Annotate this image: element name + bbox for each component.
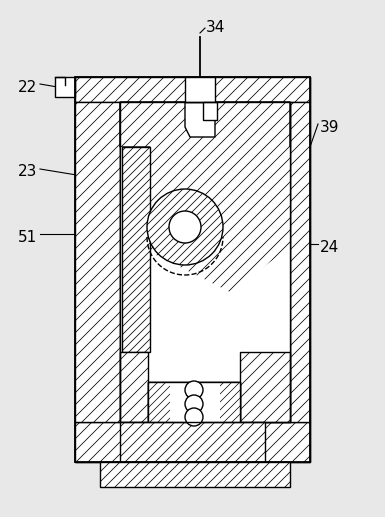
Polygon shape: [240, 352, 290, 422]
Text: 23: 23: [18, 164, 37, 179]
Polygon shape: [120, 382, 265, 462]
Circle shape: [185, 408, 203, 426]
Text: 25: 25: [185, 257, 204, 272]
Circle shape: [147, 189, 223, 265]
Bar: [75, 77, 310, 462]
Polygon shape: [120, 102, 290, 292]
Polygon shape: [75, 422, 310, 462]
Polygon shape: [122, 147, 150, 352]
Text: 22: 22: [18, 80, 37, 95]
Bar: [120, 102, 290, 422]
Polygon shape: [75, 77, 310, 102]
Circle shape: [169, 211, 201, 243]
Bar: [120, 102, 290, 422]
Text: 34: 34: [206, 20, 225, 35]
Polygon shape: [120, 352, 148, 422]
Text: 52: 52: [148, 257, 167, 272]
Polygon shape: [203, 102, 217, 120]
Text: 51: 51: [18, 230, 37, 245]
Bar: [55, 77, 75, 97]
Polygon shape: [290, 102, 310, 422]
Polygon shape: [148, 382, 170, 422]
Bar: [148, 382, 240, 422]
Text: 24: 24: [320, 239, 339, 254]
Text: 39: 39: [320, 119, 340, 134]
Bar: [75, 77, 310, 462]
Bar: [185, 77, 215, 102]
Polygon shape: [220, 382, 240, 422]
Circle shape: [185, 395, 203, 413]
Bar: [148, 382, 240, 422]
Polygon shape: [100, 462, 290, 487]
Bar: [120, 147, 290, 422]
Polygon shape: [75, 102, 120, 422]
Circle shape: [185, 381, 203, 399]
